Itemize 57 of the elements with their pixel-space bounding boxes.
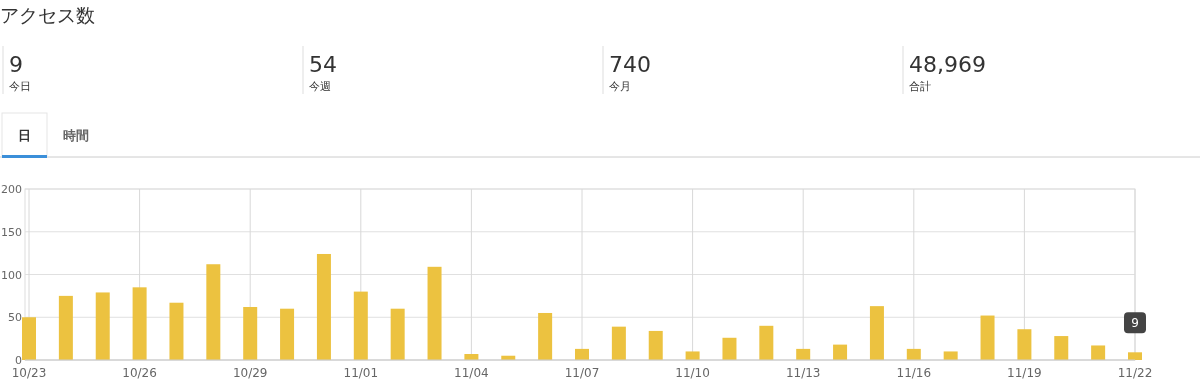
bar [943, 351, 958, 360]
bar [1091, 345, 1106, 360]
text: 日 [17, 128, 31, 143]
text: 合計 [909, 80, 931, 93]
x-tick-label: 11/13 [785, 366, 821, 380]
bar [22, 317, 36, 360]
bar [169, 302, 184, 360]
text: 今週 [309, 80, 331, 93]
y-tick-label: 100 [1, 268, 22, 282]
bar [280, 308, 295, 360]
text: 今日 [9, 80, 31, 93]
bar [1054, 336, 1069, 360]
y-tick-label: 0 [15, 354, 22, 367]
bar [538, 312, 553, 360]
bar [759, 325, 774, 360]
x-tick-label: 11/16 [896, 366, 932, 380]
text: 48,969 [909, 52, 986, 77]
x-tick-label: 10/23 [11, 366, 47, 380]
bar [243, 306, 258, 360]
x-tick-label: 11/22 [1117, 366, 1153, 380]
text: 今月 [609, 80, 631, 93]
x-tick-label: 11/10 [675, 366, 710, 380]
x-tick-label: 11/04 [454, 366, 489, 380]
x-tick-label: 10/26 [122, 366, 157, 380]
bar [869, 306, 884, 360]
bar [353, 291, 368, 360]
bar [95, 292, 110, 360]
bar [316, 253, 331, 360]
bar [1128, 352, 1142, 360]
y-tick-label: 50 [8, 311, 22, 325]
text: 740 [609, 52, 651, 77]
bar [427, 266, 442, 360]
bar [390, 308, 405, 360]
bar [611, 326, 626, 360]
x-tick-label: 11/19 [1007, 366, 1042, 380]
text: 時間 [63, 128, 89, 143]
bar [833, 344, 848, 360]
bar [648, 330, 663, 360]
text: アクセス数 [0, 4, 95, 26]
bar [575, 348, 589, 360]
bar [906, 348, 921, 360]
annotation: 9 [1131, 316, 1139, 331]
x-tick-label: 10/29 [232, 366, 268, 380]
text: 54 [309, 52, 337, 77]
bar [1017, 329, 1032, 360]
bar [980, 315, 995, 360]
bar [132, 287, 147, 360]
y-tick-label: 200 [1, 183, 22, 196]
text: 9 [9, 52, 23, 77]
x-tick-label: 11/07 [564, 366, 600, 380]
bar [206, 264, 221, 360]
bar [722, 337, 737, 360]
bar [685, 351, 700, 360]
x-tick-label: 11/01 [343, 366, 379, 380]
bar [796, 348, 811, 360]
y-tick-label: 150 [1, 225, 22, 239]
bar [58, 295, 73, 360]
